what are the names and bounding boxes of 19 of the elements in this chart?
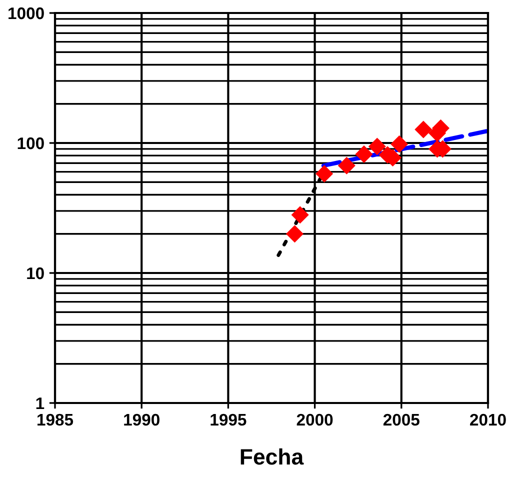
- point: [414, 120, 432, 138]
- y-tick-label: 10: [27, 267, 44, 280]
- x-tick-label: 1990: [124, 414, 160, 426]
- y-tick-label: 1000: [8, 7, 44, 20]
- point: [286, 225, 304, 243]
- point: [316, 164, 334, 183]
- point: [291, 206, 309, 224]
- point: [368, 138, 386, 156]
- x-tick-label: 1985: [38, 414, 74, 426]
- point: [338, 156, 356, 174]
- y-tick-label: 100: [18, 137, 44, 150]
- x-tick-label: 2010: [470, 414, 506, 426]
- x-tick-label: 1995: [210, 414, 246, 426]
- y-tick-label: 1: [36, 398, 44, 410]
- x-axis-title: Fecha: [240, 448, 304, 465]
- point: [355, 145, 373, 163]
- point: [390, 135, 408, 153]
- x-tick-label: 2000: [296, 414, 333, 426]
- x-tick-label: 2005: [383, 414, 420, 426]
